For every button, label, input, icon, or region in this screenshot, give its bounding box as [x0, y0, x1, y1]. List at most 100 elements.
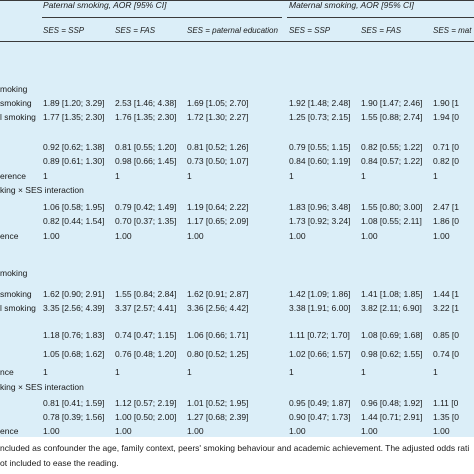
table-cell: 1.35 [0 [433, 412, 459, 422]
table-cell: 0.73 [0.50; 1.07] [187, 156, 249, 166]
table-cell: 0.81 [0.55; 1.20] [115, 142, 177, 152]
table-cell: 0.84 [0.60; 1.19] [289, 156, 351, 166]
table-cell: 0.70 [0.37; 1.35] [115, 216, 177, 226]
table-cell: 0.79 [0.42; 1.49] [115, 202, 177, 212]
table-cell: 1.55 [0.80; 3.00] [361, 202, 423, 212]
col-header-pat-education: SES = paternal education [187, 26, 278, 35]
table-cell: 1.00 [289, 426, 306, 436]
table-cell: 1.00 [361, 231, 378, 241]
table-cell: 1.12 [0.57; 2.19] [115, 398, 177, 408]
table-cell: 3.37 [2.57; 4.41] [115, 303, 177, 313]
table-top-rule [0, 0, 474, 1]
table-cell: 0.95 [0.49; 1.87] [289, 398, 351, 408]
table-cell: 1.08 [0.55; 2.11] [361, 216, 422, 226]
table-cell: 1.69 [1.05; 2.70] [187, 98, 249, 108]
table-cell: 0.82 [0 [433, 156, 459, 166]
table-cell: 3.35 [2.56; 4.39] [43, 303, 105, 313]
table-cell: 1 [289, 171, 294, 181]
table-cell: 1.06 [0.66; 1.71] [187, 330, 249, 340]
col-header-mat-ssp: SES = SSP [289, 26, 331, 35]
col-header-mat-education: SES = mat [433, 26, 472, 35]
col-header-mat-fas: SES = FAS [361, 26, 402, 35]
table-cell: 1.90 [1.47; 2.46] [361, 98, 423, 108]
row-label: king × SES interaction [0, 382, 84, 392]
table-cell: 1.00 [0.50; 2.00] [115, 412, 177, 422]
table-cell: 1.00 [115, 231, 132, 241]
table-cell: 1.00 [361, 426, 378, 436]
table-cell: 1.02 [0.66; 1.57] [289, 349, 351, 359]
row-label: moking [0, 268, 28, 278]
table-cell: 1.25 [0.73; 2.15] [289, 112, 351, 122]
maternal-group-header: Maternal smoking, AOR [95% CI] [289, 0, 414, 10]
table-cell: 1.42 [1.09; 1.86] [289, 289, 351, 299]
table-cell: 1 [361, 367, 366, 377]
row-label: erence [0, 171, 26, 181]
table-cell: 1.72 [1.30; 2.27] [187, 112, 249, 122]
table-cell: 1 [433, 367, 438, 377]
table-cell: 1.90 [1 [433, 98, 459, 108]
table-cell: 1.44 [1 [433, 289, 459, 299]
table-cell: 1 [115, 171, 120, 181]
table-cell: 1 [187, 171, 192, 181]
table-cell: 1.62 [0.91; 2.87] [187, 289, 249, 299]
table-cell: 1 [115, 367, 120, 377]
table-cell: 1.00 [433, 231, 450, 241]
table-cell: 3.36 [2.56; 4.42] [187, 303, 249, 313]
maternal-group-rule [287, 17, 474, 18]
table-cell: 1.08 [0.69; 1.68] [361, 330, 423, 340]
table-cell: 1.00 [43, 231, 60, 241]
table-cell: 0.78 [0.39; 1.56] [43, 412, 105, 422]
table-cell: 0.81 [0.52; 1.26] [187, 142, 249, 152]
table-cell: 1.27 [0.68; 2.39] [187, 412, 249, 422]
table-cell: 3.82 [2.11; 6.90] [361, 303, 422, 313]
table-cell: 1.00 [115, 426, 132, 436]
table-cell: 2.47 [1 [433, 202, 459, 212]
table-cell: 1.05 [0.68; 1.62] [43, 349, 105, 359]
table-cell: 0.82 [0.55; 1.22] [361, 142, 423, 152]
col-header-pat-ssp: SES = SSP [43, 26, 85, 35]
table-cell: 1.86 [0 [433, 216, 459, 226]
table-cell: 1.11 [0.72; 1.70] [289, 330, 350, 340]
table-cell: 0.76 [0.48; 1.20] [115, 349, 177, 359]
table-cell: 1.92 [1.48; 2.48] [289, 98, 351, 108]
table-cell: 1 [187, 367, 192, 377]
table-cell: 0.90 [0.47; 1.73] [289, 412, 351, 422]
col-header-pat-fas: SES = FAS [115, 26, 156, 35]
table-cell: 2.53 [1.46; 4.38] [115, 98, 177, 108]
header-bottom-rule [0, 41, 474, 42]
table-cell: 1.62 [0.90; 2.91] [43, 289, 105, 299]
table-cell: 1.00 [187, 426, 204, 436]
row-label: smoking [0, 98, 32, 108]
paternal-group-rule [42, 17, 282, 18]
table-cell: 1.19 [0.64; 2.22] [187, 202, 249, 212]
table-cell: 1 [43, 171, 48, 181]
table-cell: 0.74 [0.47; 1.15] [115, 330, 177, 340]
table-cell: 1.89 [1.20; 3.29] [43, 98, 105, 108]
table-cell: 1.00 [187, 231, 204, 241]
row-label: l smoking [0, 303, 36, 313]
table-cell: 3.38 [1.91; 6.00] [289, 303, 351, 313]
table-cell: 1.55 [0.84; 2.84] [115, 289, 177, 299]
table-cell: 1.55 [0.88; 2.74] [361, 112, 423, 122]
table-cell: 0.71 [0 [433, 142, 459, 152]
table-cell: 1.44 [0.71; 2.91] [361, 412, 423, 422]
table-cell: 1.41 [1.08; 1.85] [361, 289, 423, 299]
table-cell: 1.17 [0.65; 2.09] [187, 216, 249, 226]
table-cell: 0.98 [0.66; 1.45] [115, 156, 177, 166]
table-cell: 1 [43, 367, 48, 377]
table-cell: 1.00 [289, 231, 306, 241]
table-cell: 0.89 [0.61; 1.30] [43, 156, 105, 166]
table-cell: 1.00 [433, 426, 450, 436]
table-cell: 1 [433, 171, 438, 181]
table-cell: 1.73 [0.92; 3.24] [289, 216, 351, 226]
table-cell: 0.98 [0.62; 1.55] [361, 349, 423, 359]
table-cell: 0.74 [0 [433, 349, 459, 359]
table-cell: 1.00 [43, 426, 60, 436]
table-cell: 0.81 [0.41; 1.59] [43, 398, 105, 408]
table-cell: 0.85 [0 [433, 330, 459, 340]
row-label: ence [0, 231, 19, 241]
table-cell: 1 [289, 367, 294, 377]
table-cell: 0.92 [0.62; 1.38] [43, 142, 105, 152]
table-cell: 1.83 [0.96; 3.48] [289, 202, 351, 212]
table-cell: 1.94 [0 [433, 112, 459, 122]
